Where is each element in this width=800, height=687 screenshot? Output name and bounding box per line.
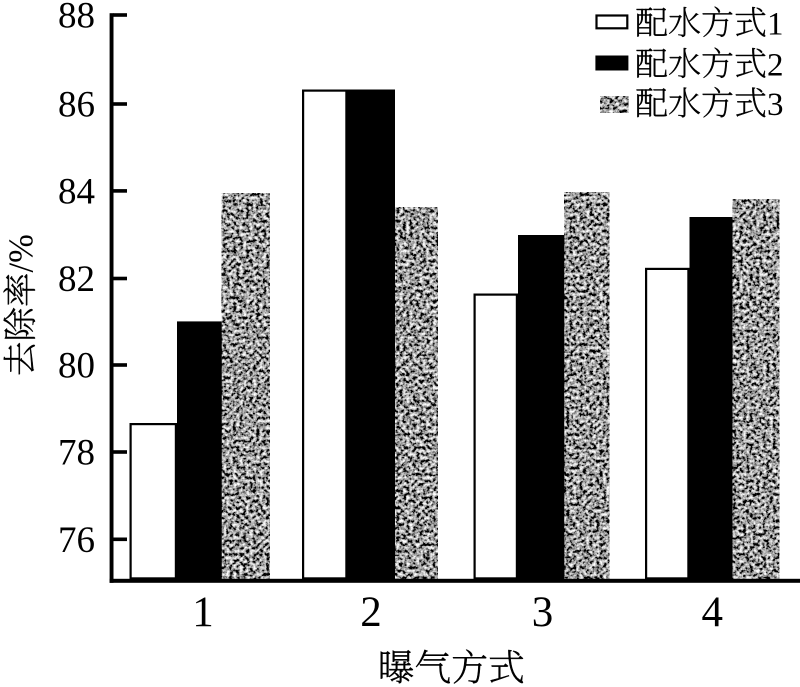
svg-text:80: 80 [58,346,95,387]
svg-text:86: 86 [58,85,95,126]
svg-text:1: 1 [767,6,784,42]
svg-text:4: 4 [701,589,723,636]
svg-text:2: 2 [360,589,382,636]
svg-text:/%: /% [3,234,41,272]
svg-text:3: 3 [767,87,784,123]
svg-text:88: 88 [58,0,95,37]
svg-text:76: 76 [58,520,95,561]
svg-text:84: 84 [58,172,95,213]
svg-text:82: 82 [58,259,95,300]
svg-text:1: 1 [192,589,214,636]
svg-text:78: 78 [58,433,95,474]
svg-text:2: 2 [767,47,784,83]
svg-text:3: 3 [532,589,554,636]
